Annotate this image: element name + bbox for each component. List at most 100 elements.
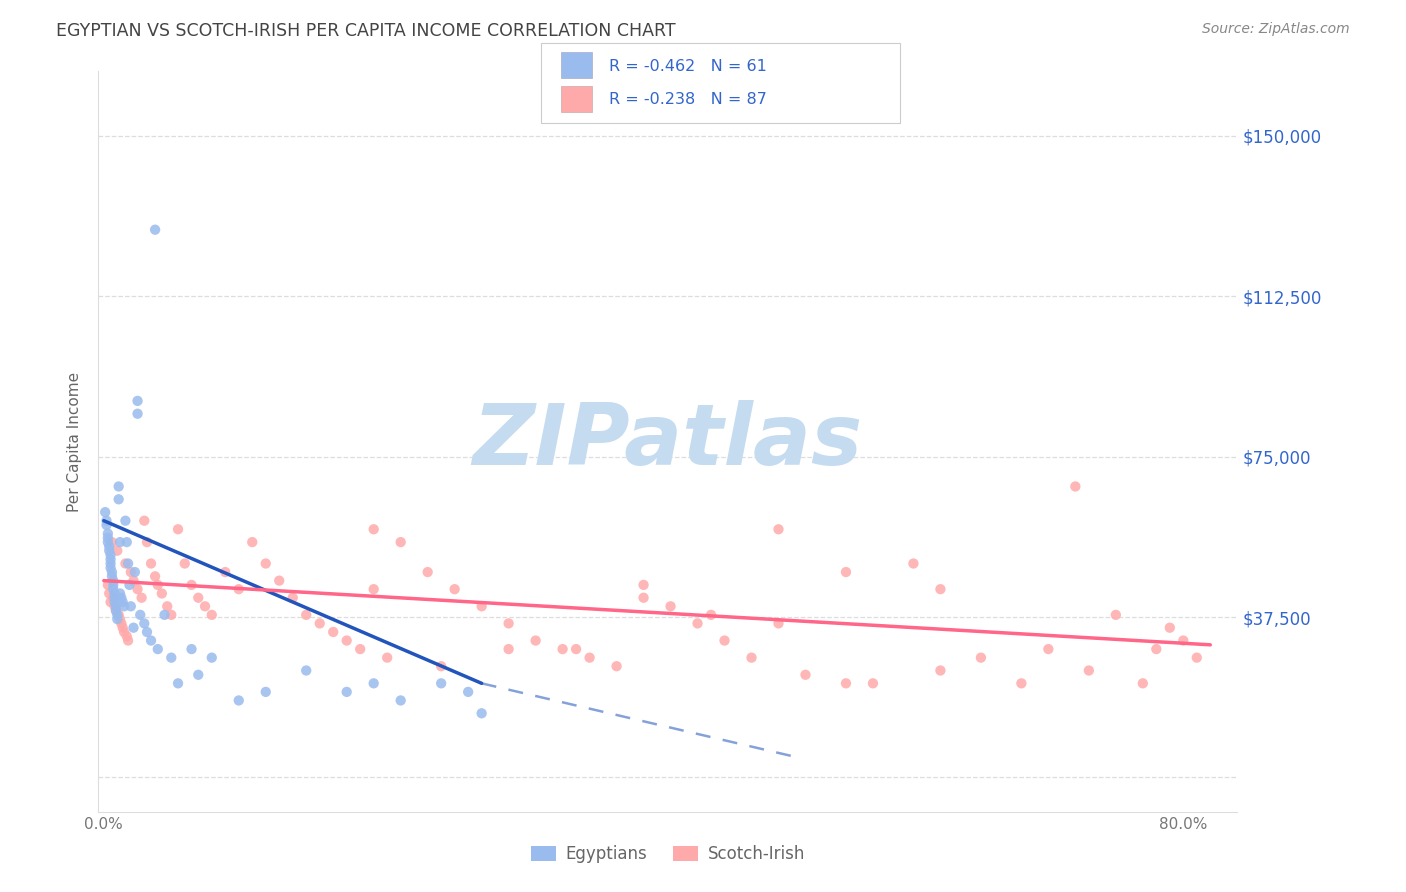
Point bbox=[228, 693, 250, 707]
Point bbox=[110, 616, 132, 631]
Point bbox=[127, 407, 149, 421]
Point bbox=[322, 624, 344, 639]
Point bbox=[565, 642, 588, 657]
Point bbox=[104, 586, 127, 600]
Point bbox=[100, 595, 122, 609]
Point bbox=[173, 557, 195, 571]
Point bbox=[100, 548, 122, 562]
Point bbox=[862, 676, 884, 690]
Point bbox=[187, 667, 209, 681]
Point bbox=[308, 616, 330, 631]
Point bbox=[167, 676, 190, 690]
Point bbox=[524, 633, 547, 648]
Point bbox=[167, 522, 190, 536]
Point bbox=[929, 664, 952, 678]
Point bbox=[134, 616, 156, 631]
Point bbox=[768, 522, 790, 536]
Point bbox=[104, 599, 127, 614]
Point bbox=[146, 642, 169, 657]
Point bbox=[443, 582, 465, 597]
Point bbox=[104, 604, 127, 618]
Point bbox=[96, 518, 118, 533]
Point bbox=[578, 650, 600, 665]
Point bbox=[187, 591, 209, 605]
Point bbox=[1159, 621, 1181, 635]
Point bbox=[134, 514, 156, 528]
Point bbox=[100, 552, 122, 566]
Point bbox=[108, 586, 131, 600]
Point bbox=[201, 607, 224, 622]
Point bbox=[160, 607, 183, 622]
Point bbox=[633, 591, 655, 605]
Point bbox=[471, 599, 494, 614]
Text: ZIPatlas: ZIPatlas bbox=[472, 400, 863, 483]
Point bbox=[97, 535, 120, 549]
Point bbox=[794, 667, 817, 681]
Point bbox=[363, 582, 385, 597]
Point bbox=[136, 624, 159, 639]
Point bbox=[228, 582, 250, 597]
Point bbox=[430, 659, 453, 673]
Point bbox=[835, 676, 858, 690]
Y-axis label: Per Capita Income: Per Capita Income bbox=[67, 371, 83, 512]
Point bbox=[741, 650, 763, 665]
Point bbox=[100, 557, 122, 571]
Point bbox=[103, 578, 125, 592]
Text: R = -0.462   N = 61: R = -0.462 N = 61 bbox=[609, 59, 766, 73]
Point bbox=[269, 574, 291, 588]
Point bbox=[118, 578, 141, 592]
Point bbox=[120, 599, 142, 614]
Point bbox=[929, 582, 952, 597]
Point bbox=[970, 650, 993, 665]
Point bbox=[389, 535, 412, 549]
Point bbox=[254, 557, 277, 571]
Point bbox=[108, 535, 131, 549]
Point bbox=[105, 612, 128, 626]
Point bbox=[136, 535, 159, 549]
Point bbox=[903, 557, 925, 571]
Point bbox=[117, 633, 139, 648]
Point bbox=[471, 706, 494, 721]
Point bbox=[700, 607, 723, 622]
Point bbox=[143, 569, 166, 583]
Point bbox=[389, 693, 412, 707]
Point bbox=[713, 633, 735, 648]
Point bbox=[122, 574, 145, 588]
Point bbox=[194, 599, 217, 614]
Point bbox=[112, 599, 135, 614]
Point bbox=[117, 557, 139, 571]
Point bbox=[1064, 479, 1087, 493]
Point bbox=[107, 607, 129, 622]
Point bbox=[201, 650, 224, 665]
Point bbox=[114, 557, 136, 571]
Point bbox=[551, 642, 574, 657]
Point bbox=[97, 531, 120, 545]
Point bbox=[115, 629, 138, 643]
Point bbox=[139, 557, 162, 571]
Point bbox=[105, 607, 128, 622]
Point bbox=[101, 535, 124, 549]
Point bbox=[363, 676, 385, 690]
Point bbox=[115, 535, 138, 549]
Point bbox=[150, 586, 173, 600]
Point bbox=[153, 607, 176, 622]
Point bbox=[97, 578, 120, 592]
Point bbox=[180, 642, 202, 657]
Point bbox=[104, 599, 127, 614]
Point bbox=[1105, 607, 1128, 622]
Point bbox=[1173, 633, 1195, 648]
Point bbox=[111, 595, 134, 609]
Point bbox=[336, 633, 359, 648]
Point bbox=[100, 561, 122, 575]
Point bbox=[103, 591, 125, 605]
Point bbox=[349, 642, 371, 657]
Point bbox=[104, 591, 127, 605]
Point bbox=[835, 565, 858, 579]
Point bbox=[108, 612, 131, 626]
Point bbox=[156, 599, 179, 614]
Point bbox=[110, 591, 132, 605]
Point bbox=[633, 578, 655, 592]
Point bbox=[180, 578, 202, 592]
Point bbox=[143, 223, 166, 237]
Point bbox=[98, 540, 121, 554]
